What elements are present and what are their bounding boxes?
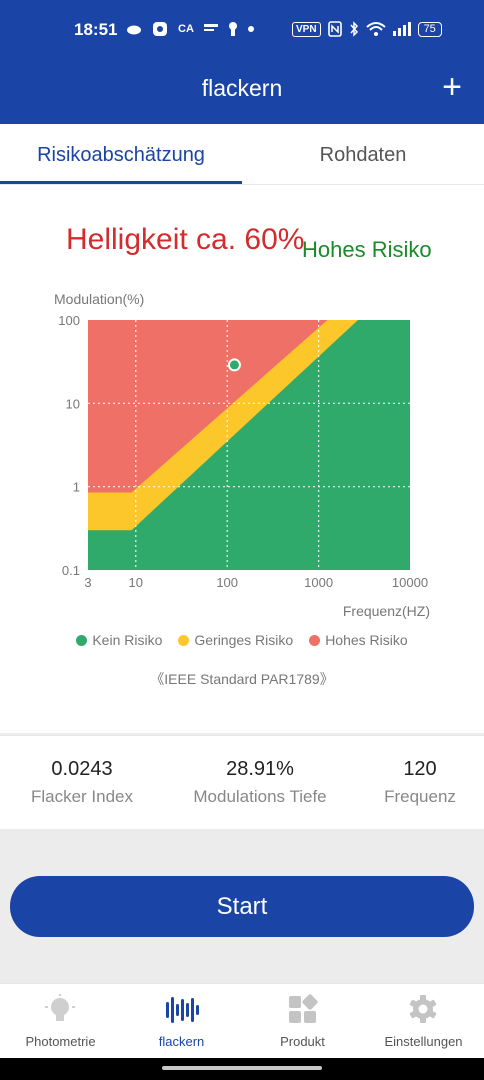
stat-value: 0.0243: [51, 758, 113, 780]
risk-regions: [88, 320, 410, 570]
bulb-icon: [45, 994, 75, 1021]
x-tick-label: 3: [84, 575, 91, 590]
nav-label: flackern: [158, 1034, 205, 1049]
signal-icon: [392, 22, 411, 36]
axis-ticks: 3 10 100 1000 10000 100 10 1 0.1: [58, 313, 428, 590]
keyhole-icon: [228, 22, 237, 36]
start-button[interactable]: Start: [10, 876, 474, 937]
vpn-badge: VPN: [292, 21, 321, 37]
tab-rohdaten[interactable]: Rohdaten: [319, 144, 407, 166]
y-tick-label: 10: [66, 396, 80, 411]
chart-grid: [88, 320, 410, 570]
standard-reference: 《IEEE Standard PAR1789》: [150, 671, 334, 687]
messenger-icon: [153, 22, 167, 36]
status-time: 18:51: [74, 20, 118, 39]
x-tick-label: 1000: [304, 575, 333, 590]
nav-item-flackern[interactable]: flackern: [121, 984, 242, 1059]
stat-value: 28.91%: [226, 758, 294, 780]
stat-flicker-index: 0.0243 Flacker Index: [12, 758, 152, 807]
chart-legend: Kein Risiko Geringes Risiko Hohes Risiko: [0, 632, 484, 648]
y-tick-label: 100: [58, 313, 80, 328]
legend-dot-kein-risiko: [76, 634, 88, 646]
stats-panel: 0.0243 Flacker Index 28.91% Modulations …: [0, 735, 484, 829]
tab-bar: Risikoabschätzung Rohdaten: [0, 124, 484, 185]
x-axis-label: Frequenz(HZ): [343, 603, 430, 619]
x-tick-label: 100: [216, 575, 238, 590]
gesture-area: [0, 1058, 484, 1080]
measurement-layer: [227, 358, 241, 372]
stat-frequency: 120 Frequenz: [370, 758, 470, 807]
stat-label: Frequenz: [384, 787, 456, 806]
legend-item-geringes-risiko: Geringes Risiko: [178, 632, 293, 648]
nav-label: Photometrie: [25, 1034, 96, 1049]
measurement-point: [227, 358, 241, 372]
x-tick-label: 10000: [392, 575, 428, 590]
legend-dot-geringes-risiko: [178, 634, 190, 646]
nav-label: Einstellungen: [384, 1034, 463, 1049]
nav-item-einstellungen[interactable]: Einstellungen: [363, 984, 484, 1059]
status-bar: 18:51 CA VPN 75: [0, 0, 484, 62]
dot-icon: [247, 26, 254, 32]
bottom-navigation: Photometrie flackern Produkt: [0, 983, 484, 1058]
region-kein-risiko: [88, 320, 410, 570]
legend-item-hohes-risiko: Hohes Risiko: [309, 632, 408, 648]
notification-icons: CA: [126, 21, 254, 37]
y-tick-label: 0.1: [62, 563, 80, 578]
y-axis-label: Modulation(%): [54, 291, 144, 307]
gear-icon: [409, 995, 437, 1023]
tab-risikoabschaetzung[interactable]: Risikoabschätzung: [37, 144, 205, 166]
risk-chart: Modulation(%) Frequenz(HZ) 3 10 100 1000 100…: [54, 291, 430, 619]
bluetooth-icon: [349, 21, 358, 37]
risk-level-label: Hohes Risiko: [302, 237, 432, 262]
y-tick-label: 1: [73, 480, 80, 495]
nfc-icon: [327, 21, 342, 37]
active-tab-indicator: [0, 181, 242, 184]
legend-label: Geringes Risiko: [194, 632, 294, 648]
app-bar: flackern +: [0, 62, 484, 124]
ca-icon: CA: [178, 23, 194, 35]
waveform-icon: [166, 997, 199, 1023]
system-icons: VPN 75: [292, 21, 442, 37]
nav-label: Produkt: [280, 1034, 325, 1049]
nav-item-photometrie[interactable]: Photometrie: [0, 984, 121, 1059]
legend-label: Kein Risiko: [92, 632, 163, 648]
stat-value: 120: [403, 758, 437, 780]
x-tick-label: 10: [129, 575, 143, 590]
brightness-label: Helligkeit ca. 60%: [66, 223, 305, 256]
grid-icon: [289, 994, 318, 1023]
legend-item-kein-risiko: Kein Risiko: [76, 632, 162, 648]
add-button[interactable]: +: [442, 68, 462, 106]
stat-label: Flacker Index: [30, 787, 134, 806]
legend-label: Hohes Risiko: [325, 632, 408, 648]
news-icon: [203, 24, 218, 31]
cloud-icon: [127, 25, 141, 35]
stat-label: Modulations Tiefe: [193, 787, 327, 806]
stat-modulation-depth: 28.91% Modulations Tiefe: [180, 758, 340, 807]
risk-card: Helligkeit ca. 60% Hohes Risiko Modulati…: [0, 185, 484, 733]
legend-dot-hohes-risiko: [309, 634, 321, 646]
battery-indicator: 75: [417, 21, 442, 37]
gesture-bar[interactable]: [162, 1066, 322, 1070]
wifi-icon: [365, 22, 386, 36]
app-title: flackern: [201, 75, 283, 101]
nav-item-produkt[interactable]: Produkt: [242, 984, 363, 1059]
